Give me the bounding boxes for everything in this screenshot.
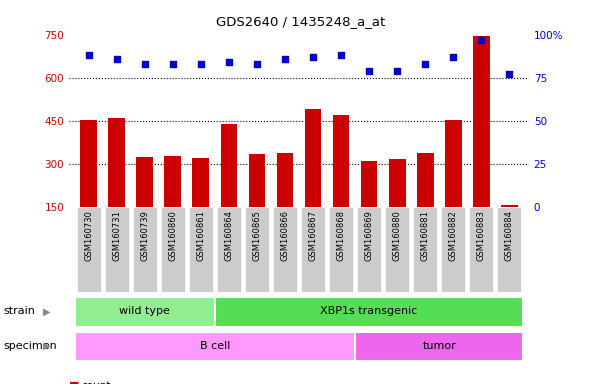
Point — [392, 68, 402, 74]
Point — [112, 56, 121, 62]
Point — [308, 54, 318, 60]
FancyBboxPatch shape — [441, 207, 465, 292]
Bar — [361, 161, 377, 207]
FancyBboxPatch shape — [273, 207, 297, 292]
Text: GSM160884: GSM160884 — [505, 210, 514, 261]
Text: GSM160867: GSM160867 — [308, 210, 317, 261]
FancyBboxPatch shape — [357, 207, 381, 292]
FancyBboxPatch shape — [189, 207, 213, 292]
Text: ■: ■ — [69, 381, 79, 384]
Point — [364, 68, 374, 74]
Bar — [192, 159, 209, 207]
Text: GSM160739: GSM160739 — [140, 210, 149, 261]
FancyBboxPatch shape — [329, 207, 353, 292]
FancyBboxPatch shape — [133, 207, 157, 292]
Text: GSM160860: GSM160860 — [168, 210, 177, 261]
Text: GSM160882: GSM160882 — [449, 210, 458, 261]
Point — [196, 61, 206, 67]
Point — [168, 61, 178, 67]
Bar — [108, 118, 125, 207]
Bar — [305, 109, 322, 207]
Bar — [416, 153, 433, 207]
Text: GSM160731: GSM160731 — [112, 210, 121, 261]
Text: GSM160865: GSM160865 — [252, 210, 261, 261]
FancyBboxPatch shape — [355, 332, 523, 361]
FancyBboxPatch shape — [215, 297, 523, 327]
FancyBboxPatch shape — [413, 207, 437, 292]
Bar — [81, 121, 97, 207]
Text: count: count — [81, 381, 111, 384]
Text: XBP1s transgenic: XBP1s transgenic — [320, 306, 418, 316]
Text: GSM160866: GSM160866 — [281, 210, 290, 261]
Text: GSM160868: GSM160868 — [337, 210, 346, 261]
FancyBboxPatch shape — [498, 207, 521, 292]
Bar — [389, 159, 406, 207]
Bar — [221, 124, 237, 207]
Text: ▶: ▶ — [43, 306, 50, 316]
Point — [504, 71, 514, 78]
Point — [140, 61, 150, 67]
Bar — [473, 36, 490, 207]
Text: B cell: B cell — [200, 341, 230, 351]
Text: GSM160861: GSM160861 — [197, 210, 206, 261]
Bar — [332, 115, 349, 207]
FancyBboxPatch shape — [75, 332, 355, 361]
Point — [448, 54, 458, 60]
Text: specimen: specimen — [3, 341, 56, 351]
Bar — [445, 121, 462, 207]
Text: GSM160864: GSM160864 — [224, 210, 233, 261]
Point — [280, 56, 290, 62]
Text: tumor: tumor — [423, 341, 456, 351]
FancyBboxPatch shape — [161, 207, 185, 292]
FancyBboxPatch shape — [75, 297, 215, 327]
Bar — [249, 154, 266, 207]
Point — [224, 59, 234, 65]
Text: strain: strain — [3, 306, 35, 316]
Text: GSM160730: GSM160730 — [84, 210, 93, 261]
Point — [477, 37, 486, 43]
Bar — [136, 157, 153, 207]
Point — [336, 52, 346, 58]
Text: GSM160869: GSM160869 — [365, 210, 374, 261]
Bar — [276, 152, 293, 207]
FancyBboxPatch shape — [385, 207, 409, 292]
Text: wild type: wild type — [120, 306, 170, 316]
Point — [84, 52, 94, 58]
Text: GDS2640 / 1435248_a_at: GDS2640 / 1435248_a_at — [216, 15, 385, 28]
FancyBboxPatch shape — [217, 207, 241, 292]
Text: GSM160883: GSM160883 — [477, 210, 486, 261]
Bar — [501, 205, 517, 207]
Bar — [165, 156, 182, 207]
Point — [252, 61, 262, 67]
FancyBboxPatch shape — [105, 207, 129, 292]
FancyBboxPatch shape — [77, 207, 100, 292]
Text: ▶: ▶ — [43, 341, 50, 351]
FancyBboxPatch shape — [245, 207, 269, 292]
FancyBboxPatch shape — [301, 207, 325, 292]
Point — [420, 61, 430, 67]
Text: GSM160881: GSM160881 — [421, 210, 430, 261]
Text: GSM160880: GSM160880 — [392, 210, 401, 261]
FancyBboxPatch shape — [469, 207, 493, 292]
